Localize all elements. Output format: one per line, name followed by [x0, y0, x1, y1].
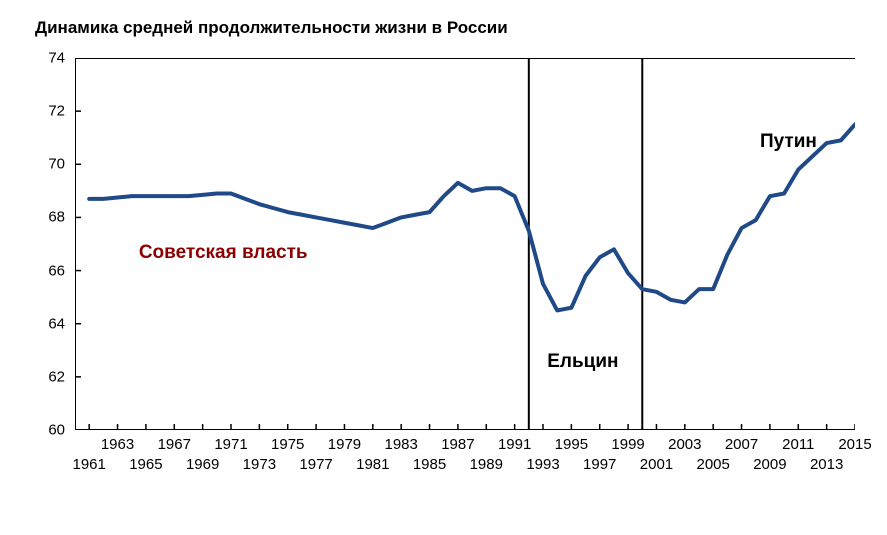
x-tick-label: 1991 — [498, 436, 531, 453]
x-tick-label: 1971 — [214, 436, 247, 453]
x-tick-label: 1973 — [243, 456, 276, 473]
y-tick-label: 66 — [30, 262, 65, 279]
x-tick-label: 1995 — [555, 436, 588, 453]
annotation-soviet: Советская власть — [139, 242, 308, 264]
x-tick-label: 1961 — [72, 456, 105, 473]
x-tick-label: 1965 — [129, 456, 162, 473]
y-tick-label: 60 — [30, 422, 65, 439]
chart-title: Динамика средней продолжительности жизни… — [35, 18, 508, 38]
x-tick-label: 1997 — [583, 456, 616, 473]
annotation-yeltsin: Ельцин — [547, 351, 618, 373]
y-tick-label: 74 — [30, 50, 65, 67]
x-tick-label: 1969 — [186, 456, 219, 473]
x-tick-label: 1967 — [158, 436, 191, 453]
y-tick-label: 70 — [30, 156, 65, 173]
x-tick-label: 2011 — [782, 436, 814, 453]
x-tick-label: 1999 — [611, 436, 644, 453]
x-tick-label: 2007 — [725, 436, 758, 453]
x-tick-label: 2015 — [838, 436, 871, 453]
y-tick-label: 64 — [30, 315, 65, 332]
x-tick-label: 2005 — [696, 456, 729, 473]
x-tick-label: 1989 — [470, 456, 503, 473]
x-tick-label: 1979 — [328, 436, 361, 453]
y-tick-label: 72 — [30, 103, 65, 120]
x-tick-label: 1985 — [413, 456, 446, 473]
x-tick-label: 2009 — [753, 456, 786, 473]
x-tick-label: 1981 — [356, 456, 389, 473]
x-tick-label: 1975 — [271, 436, 304, 453]
x-tick-label: 1987 — [441, 436, 474, 453]
x-tick-label: 1977 — [299, 456, 332, 473]
x-tick-label: 2003 — [668, 436, 701, 453]
y-tick-label: 68 — [30, 209, 65, 226]
x-tick-label: 2013 — [810, 456, 843, 473]
x-tick-label: 1993 — [526, 456, 559, 473]
annotation-putin: Путин — [760, 131, 817, 153]
y-tick-label: 62 — [30, 368, 65, 385]
x-tick-label: 2001 — [640, 456, 673, 473]
x-tick-label: 1983 — [384, 436, 417, 453]
x-tick-label: 1963 — [101, 436, 134, 453]
